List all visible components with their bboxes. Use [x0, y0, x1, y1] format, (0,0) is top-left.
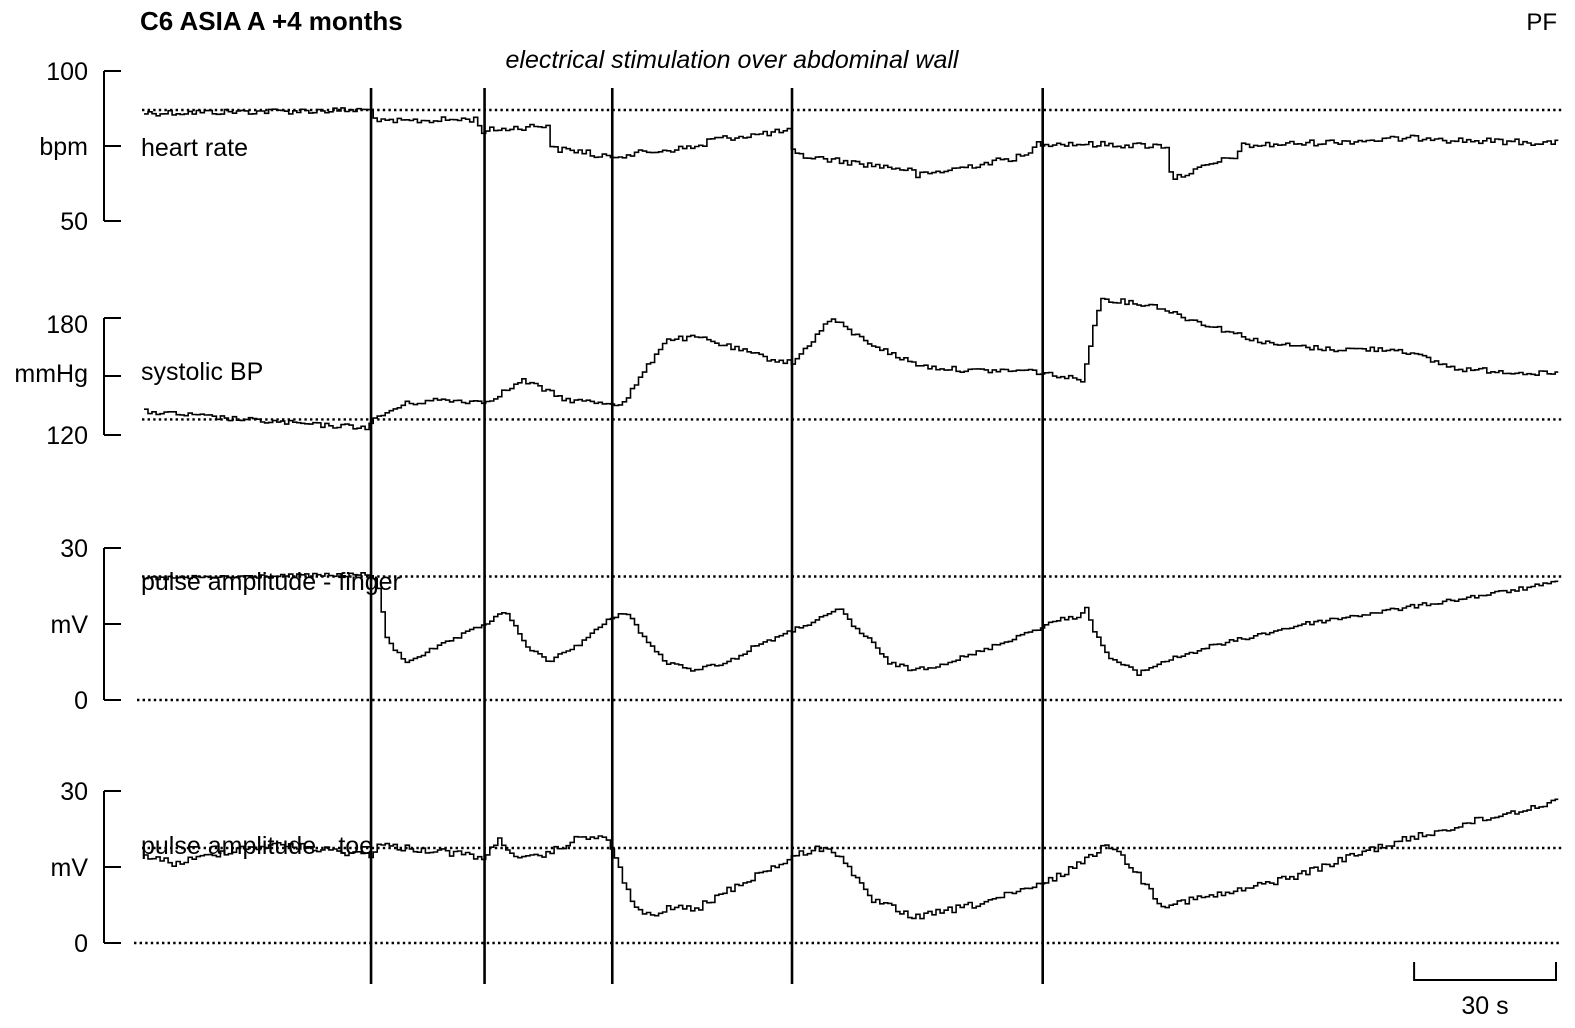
- scale-bar-line: [1413, 962, 1557, 981]
- heart-rate-unit-label: bpm: [39, 133, 88, 161]
- pulse-toe-unit-label: mV: [51, 854, 89, 882]
- corner-label: PF: [1526, 9, 1557, 36]
- pulse-toe-y-axis: [103, 790, 121, 944]
- pulse-toe-tick-top: 30: [60, 778, 88, 806]
- systolic-bp-panel-label: systolic BP: [141, 358, 263, 386]
- heart-rate-trace: [144, 107, 1559, 180]
- systolic-bp-tick-top: 180: [46, 311, 88, 339]
- heart-rate-tick-top: 100: [46, 58, 88, 86]
- scale-bar-label: 30 s: [1461, 992, 1508, 1020]
- systolic-bp-y-axis: [103, 317, 121, 436]
- pulse-finger-panel-label: pulse amplitude - finger: [141, 568, 401, 596]
- panel-heart-rate: 100 bpm 50 heart rate: [39, 58, 1562, 236]
- pulse-finger-tick-bottom: 0: [74, 687, 88, 715]
- heart-rate-panel-label: heart rate: [141, 134, 248, 162]
- pulse-finger-trace: [144, 572, 1559, 676]
- heart-rate-tick-bottom: 50: [60, 208, 88, 236]
- pulse-toe-panel-label: pulse amplitude - toe: [141, 832, 373, 860]
- pulse-finger-unit-label: mV: [51, 611, 89, 639]
- systolic-bp-unit-label: mmHg: [14, 360, 88, 388]
- stimulation-label: electrical stimulation over abdominal wa…: [506, 46, 960, 74]
- stimulation-markers: [369, 88, 1044, 984]
- systolic-bp-tick-bottom: 120: [46, 422, 88, 450]
- panel-pulse-finger: 30 mV 0 pulse amplitude - finger: [51, 535, 1562, 715]
- time-scale-bar: 30 s: [1413, 962, 1557, 1020]
- heart-rate-y-axis: [103, 70, 121, 222]
- figure-title: C6 ASIA A +4 months: [140, 6, 403, 36]
- pulse-finger-tick-top: 30: [60, 535, 88, 563]
- panel-pulse-toe: 30 mV 0 pulse amplitude - toe: [51, 778, 1562, 958]
- panel-systolic-bp: 180 mmHg 120 systolic BP: [14, 297, 1562, 450]
- systolic-bp-trace: [144, 297, 1559, 431]
- pulse-toe-tick-bottom: 0: [74, 930, 88, 958]
- pulse-finger-y-axis: [103, 547, 121, 701]
- pulse-toe-trace: [144, 798, 1559, 920]
